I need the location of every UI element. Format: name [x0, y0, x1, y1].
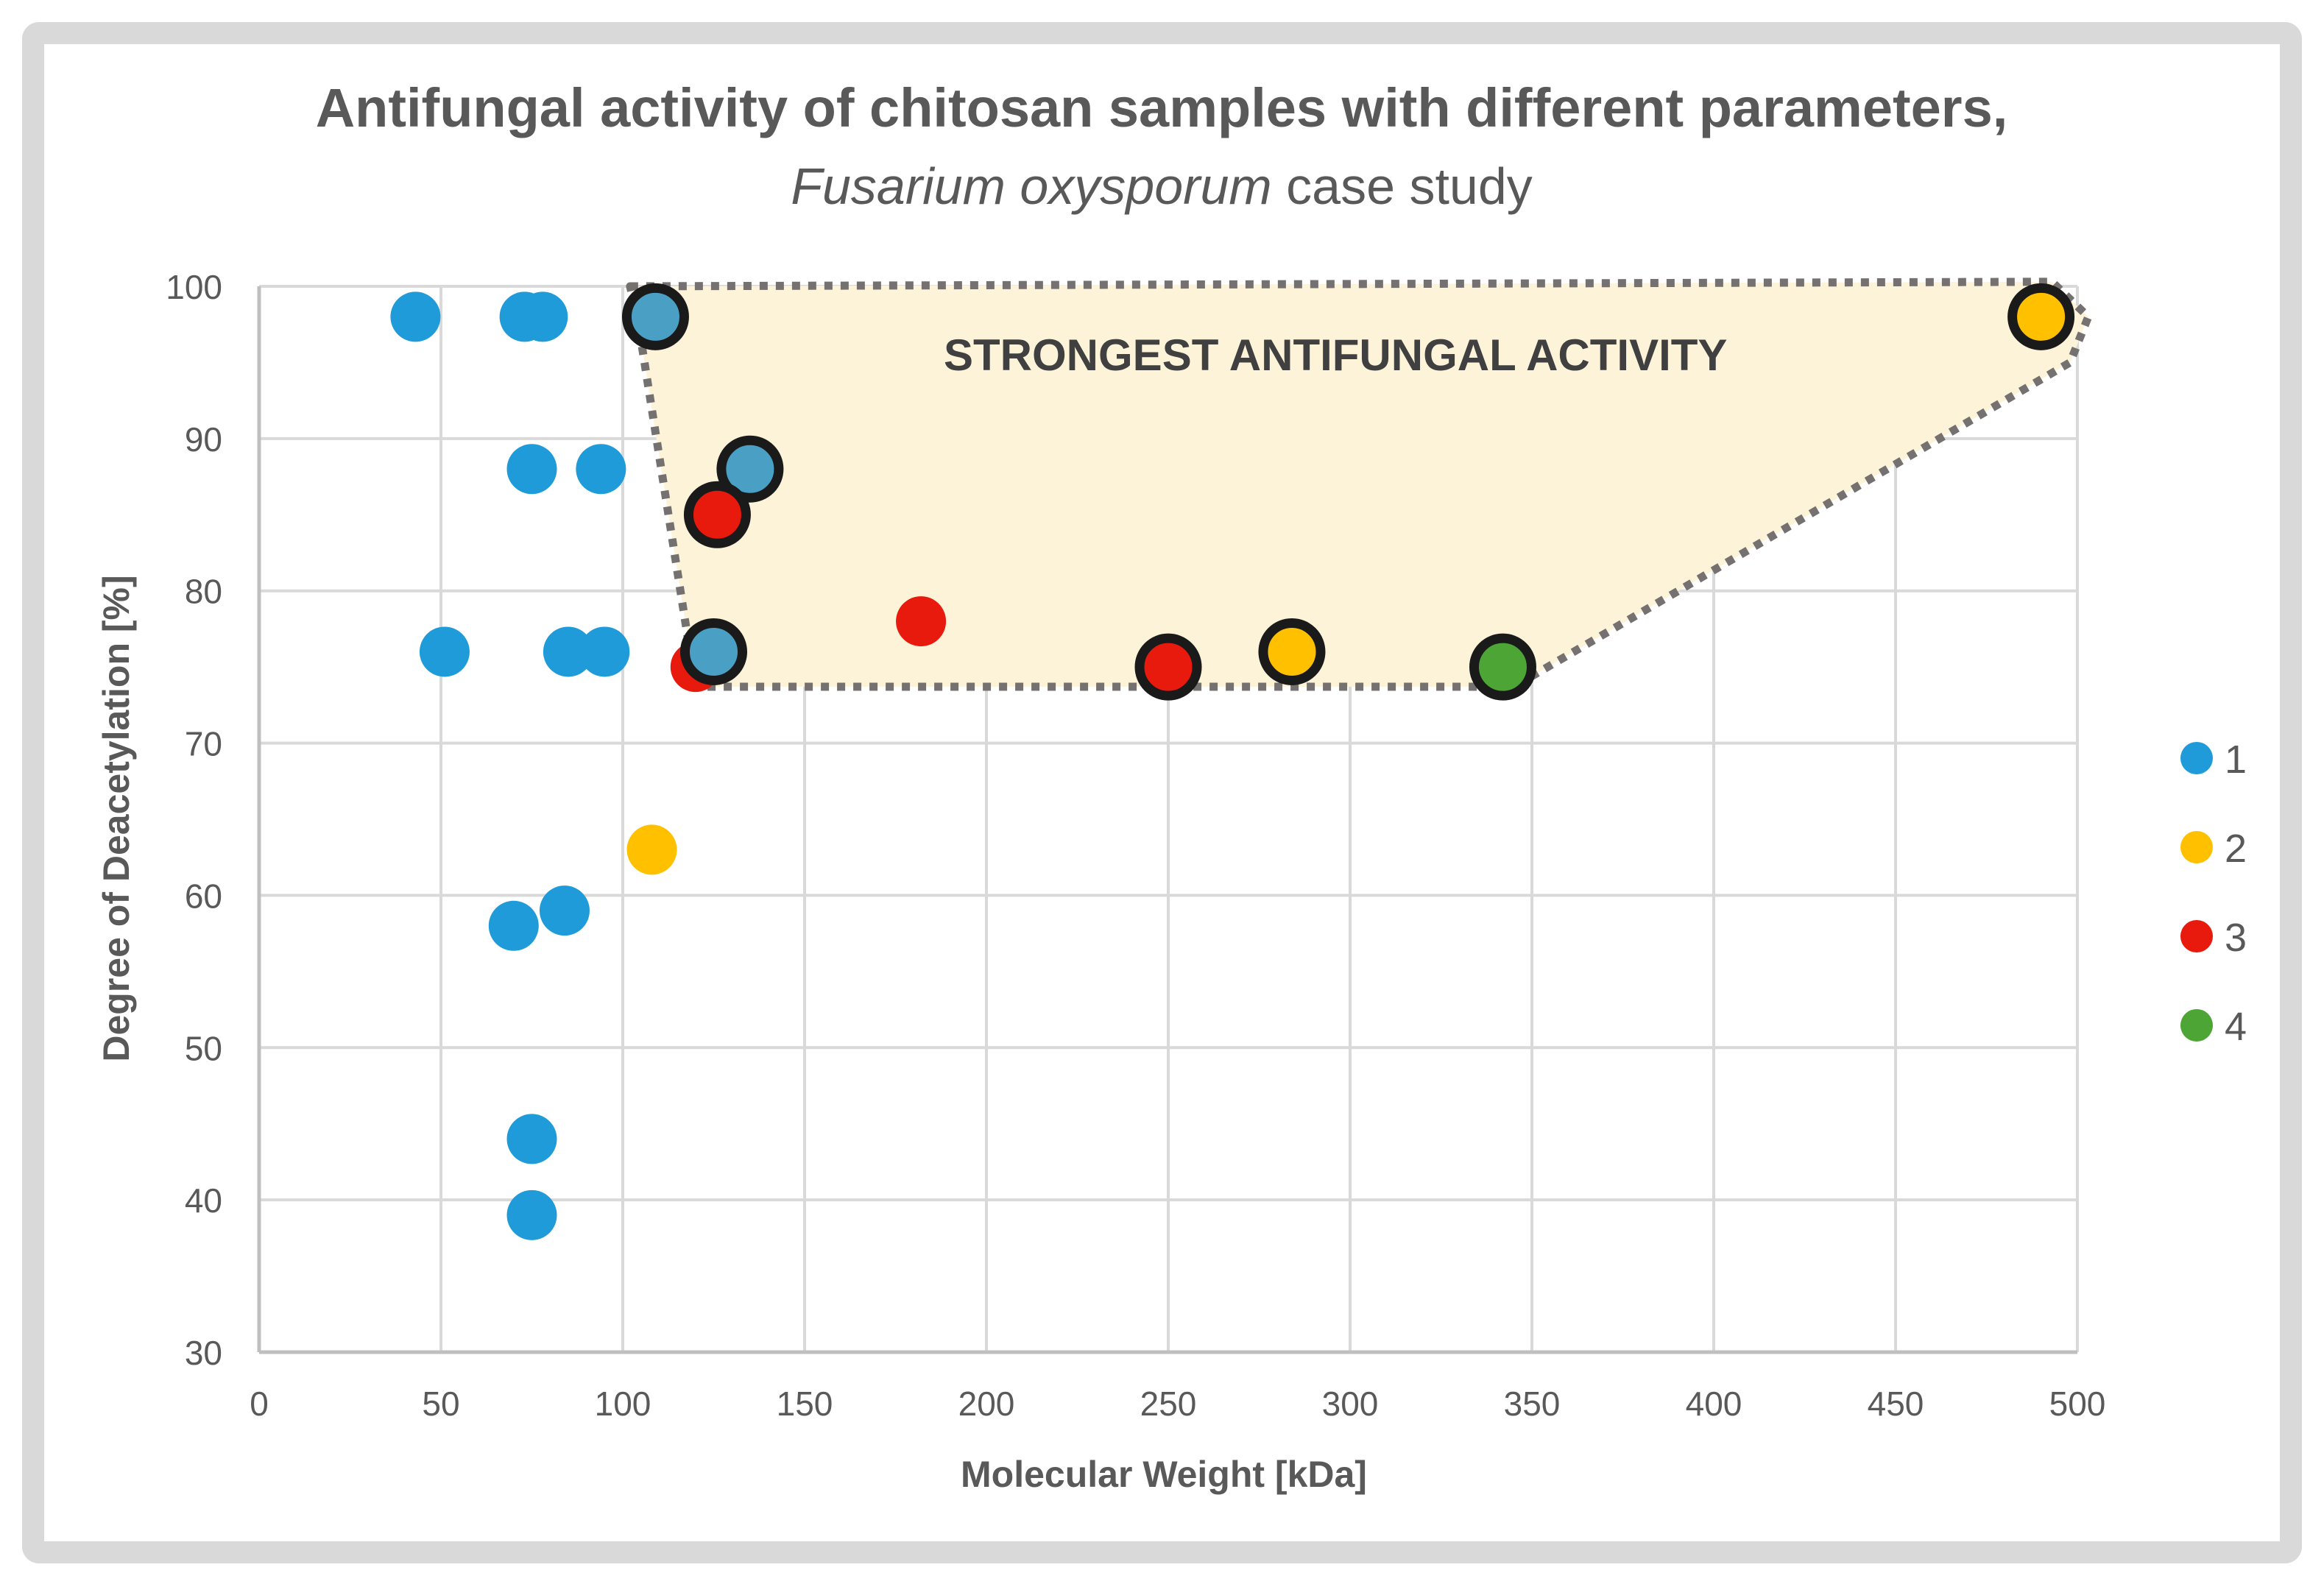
point-series-1-3 [506, 444, 557, 495]
point-series-2-highlighted-2 [2007, 283, 2075, 350]
point-series-1-8 [488, 900, 539, 951]
legend-label-2: 2 [2225, 827, 2247, 871]
y-tick-label-40: 40 [185, 1181, 222, 1220]
x-tick-label-450: 450 [1868, 1385, 1924, 1423]
point-series-3-highlighted-3 [1134, 633, 1202, 701]
y-axis-title: Degree of Deacetylation [%] [96, 575, 137, 1061]
point-series-1-highlighted-12 [621, 283, 689, 350]
x-axis-title: Molecular Weight [kDa] [961, 1454, 1367, 1495]
point-series-1-9 [539, 885, 590, 936]
legend-marker-4 [2180, 1009, 2213, 1042]
legend-label-1: 1 [2225, 738, 2247, 782]
chart-frame-border [22, 22, 2302, 1563]
axes [257, 286, 2077, 1354]
point-series-1-2 [518, 291, 568, 342]
x-tick-label-400: 400 [1686, 1385, 1742, 1423]
point-series-1-7 [579, 626, 630, 677]
legend-marker-1 [2180, 742, 2213, 774]
point-series-1-5 [419, 626, 470, 677]
y-tick-label-70: 70 [185, 725, 222, 763]
region-annotation: STRONGEST ANTIFUNGAL ACTIVITY [944, 330, 1727, 380]
point-series-2-highlighted-1 [1258, 618, 1326, 685]
point-series-3-1 [896, 596, 947, 647]
y-tick-label-90: 90 [185, 420, 222, 459]
point-series-1-6 [543, 626, 593, 677]
y-tick-label-100: 100 [166, 268, 222, 306]
tick-labels: 0 50 100 150 200 250 300 350 400 450 500 30 40 50 60 70… [166, 268, 2105, 1423]
point-series-1-4 [576, 444, 626, 495]
legend-marker-3 [2180, 920, 2213, 952]
y-tick-label-60: 60 [185, 877, 222, 915]
x-tick-label-50: 50 [422, 1385, 459, 1423]
x-tick-label-350: 350 [1504, 1385, 1561, 1423]
point-series-1-highlighted-14 [680, 618, 747, 685]
legend-marker-2 [2180, 831, 2213, 863]
chart-subtitle: Fusarium oxysporum case study [791, 158, 1533, 215]
point-series-2-0 [626, 824, 677, 875]
point-series-1-11 [506, 1189, 557, 1240]
data-points [390, 283, 2075, 1240]
strongest-activity-region [626, 277, 2093, 691]
x-tick-label-100: 100 [595, 1385, 651, 1423]
chart-subtitle-italic: Fusarium oxysporum [791, 158, 1272, 215]
x-tick-label-150: 150 [777, 1385, 833, 1423]
point-series-1-highlighted-13 [716, 435, 784, 503]
x-tick-label-200: 200 [958, 1385, 1015, 1423]
point-series-3-highlighted-2 [683, 481, 751, 548]
point-series-1-0 [390, 291, 441, 342]
x-tick-label-500: 500 [2049, 1385, 2106, 1423]
x-tick-label-250: 250 [1140, 1385, 1197, 1423]
legend: 1 2 3 4 [2180, 738, 2247, 1049]
legend-label-4: 4 [2225, 1005, 2247, 1049]
point-series-4-highlighted-0 [1469, 633, 1536, 701]
y-tick-label-30: 30 [185, 1334, 222, 1372]
highlight-region [626, 277, 2093, 691]
chart-subtitle-rest: case study [1272, 158, 1533, 215]
chart-title: Antifungal activity of chitosan samples … [316, 77, 2008, 138]
x-tick-label-0: 0 [250, 1385, 269, 1423]
y-tick-label-50: 50 [185, 1029, 222, 1067]
legend-label-3: 3 [2225, 916, 2247, 960]
x-tick-label-300: 300 [1322, 1385, 1379, 1423]
y-tick-label-80: 80 [185, 573, 222, 611]
point-series-1-10 [506, 1114, 557, 1164]
